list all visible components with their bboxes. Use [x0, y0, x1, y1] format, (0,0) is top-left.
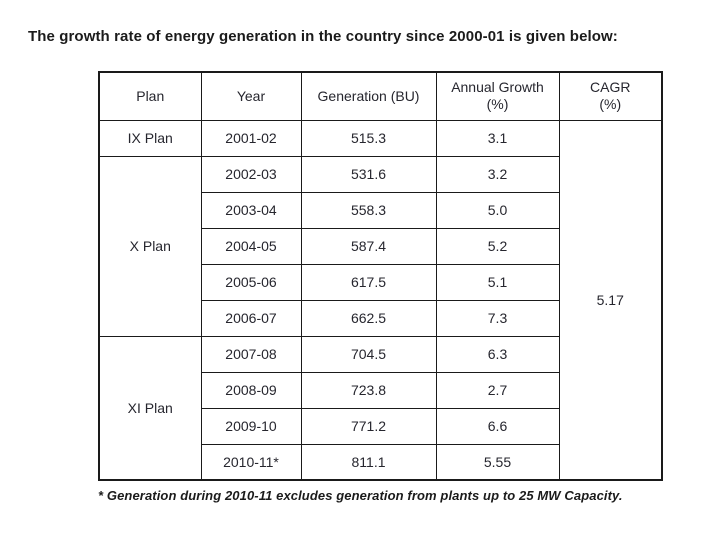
cell-generation: 811.1: [300, 443, 437, 481]
header-cagr: CAGR (%): [558, 71, 663, 121]
table-row: 2005-06 617.5 5.1: [99, 263, 662, 301]
plan-cell-ix: IX Plan: [98, 119, 202, 157]
cell-year: 2006-07: [200, 299, 302, 337]
header-row: Plan Year Generation (BU) Annual Growth …: [98, 71, 663, 121]
cell-growth: 3.2: [435, 155, 560, 193]
cell-generation: 515.3: [300, 119, 437, 157]
cell-generation: 723.8: [300, 371, 437, 409]
cell-growth: 5.2: [435, 227, 560, 265]
cell-year: 2010-11*: [200, 443, 302, 481]
table-row: 2010-11* 811.1 5.55: [99, 443, 662, 481]
energy-generation-table: Plan Year Generation (BU) Annual Growth …: [98, 71, 663, 481]
cell-year: 2009-10: [200, 407, 302, 445]
table-row: 2008-09 723.8 2.7: [99, 371, 662, 409]
table-row: IX Plan 2001-02 515.3 3.1 5.17: [98, 119, 663, 481]
cell-year: 2003-04: [200, 191, 302, 229]
header-year: Year: [200, 71, 302, 121]
cell-growth: 5.0: [435, 191, 560, 229]
cell-growth: 3.1: [435, 119, 560, 157]
cell-generation: 771.2: [300, 407, 437, 445]
cell-year: 2005-06: [200, 263, 302, 301]
cagr-cell: 5.17: [558, 119, 663, 481]
cell-generation: 617.5: [300, 263, 437, 301]
table-row: 2003-04 558.3 5.0: [99, 191, 662, 229]
cell-year: 2004-05: [200, 227, 302, 265]
plan-cell-x: X Plan: [98, 155, 202, 337]
table-row: XI Plan 2007-08 704.5 6.3: [98, 335, 662, 481]
table-row: X Plan 2002-03 531.6 3.2: [98, 155, 662, 337]
cell-generation: 704.5: [300, 335, 437, 373]
footnote: * Generation during 2010-11 excludes gen…: [98, 488, 623, 503]
cell-generation: 587.4: [300, 227, 437, 265]
cell-growth: 2.7: [435, 371, 560, 409]
cell-year: 2001-02: [200, 119, 302, 157]
cell-growth: 7.3: [435, 299, 560, 337]
cell-year: 2007-08: [200, 335, 302, 373]
table-row: 2009-10 771.2 6.6: [99, 407, 662, 445]
table-row: 2006-07 662.5 7.3: [99, 299, 662, 337]
header-plan: Plan: [98, 71, 202, 121]
cell-generation: 558.3: [300, 191, 437, 229]
cell-year: 2002-03: [200, 155, 302, 193]
cell-year: 2008-09: [200, 371, 302, 409]
page-title: The growth rate of energy generation in …: [28, 28, 618, 45]
plan-cell-xi: XI Plan: [98, 335, 202, 481]
header-generation: Generation (BU): [300, 71, 437, 121]
cell-growth: 5.1: [435, 263, 560, 301]
header-annual-growth: Annual Growth (%): [435, 71, 560, 121]
cell-generation: 662.5: [300, 299, 437, 337]
cell-growth: 6.6: [435, 407, 560, 445]
table-row: 2004-05 587.4 5.2: [99, 227, 662, 265]
cell-growth: 5.55: [435, 443, 560, 481]
cell-growth: 6.3: [435, 335, 560, 373]
cell-generation: 531.6: [300, 155, 437, 193]
